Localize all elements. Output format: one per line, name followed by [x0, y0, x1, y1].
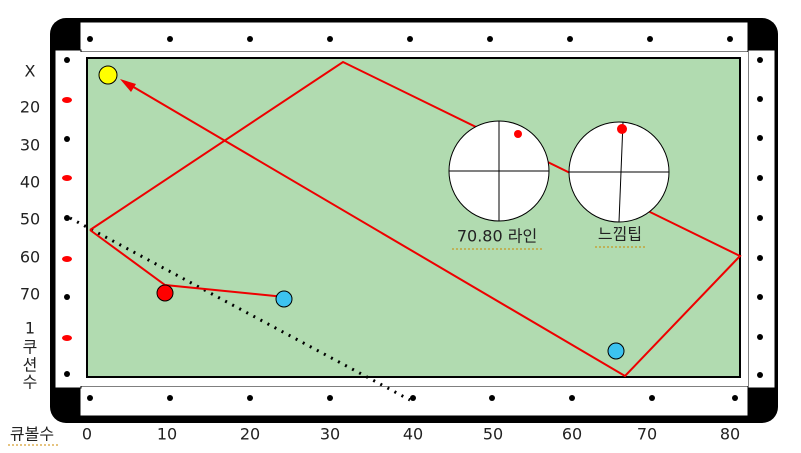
- diamond: [732, 395, 738, 401]
- diamond: [87, 36, 93, 42]
- diamond: [727, 36, 733, 42]
- cloth: [86, 57, 741, 378]
- diamond: [757, 372, 763, 378]
- bottom-label: 60: [562, 425, 582, 444]
- ball-path: [89, 60, 742, 378]
- diamond: [757, 175, 763, 181]
- red-ball: [156, 284, 174, 302]
- caption: 70.80 라인: [457, 227, 537, 246]
- left-label: 50: [20, 210, 40, 229]
- diamond: [410, 395, 416, 401]
- yellow-ball: [98, 65, 118, 85]
- diamond: [62, 175, 72, 181]
- diamond: [757, 255, 763, 261]
- left-label: 쿠: [23, 338, 38, 357]
- bottom-label: 30: [320, 425, 340, 444]
- diamond: [407, 36, 413, 42]
- left-label: 1: [25, 319, 35, 338]
- diamond: [247, 36, 253, 42]
- diamond: [647, 36, 653, 42]
- diamond: [757, 334, 763, 340]
- diamond: [167, 36, 173, 42]
- diamond: [567, 36, 573, 42]
- top-rail: [79, 21, 749, 53]
- arrow-head: [120, 79, 136, 92]
- diamond: [757, 135, 763, 141]
- diamond: [64, 215, 70, 221]
- left-label: 60: [20, 248, 40, 267]
- bottom-label: 50: [483, 425, 503, 444]
- diamond: [487, 36, 493, 42]
- bottom-rail: [79, 385, 749, 417]
- diamond: [64, 294, 70, 300]
- diamond: [489, 395, 495, 401]
- cue-line: [69, 216, 411, 402]
- left-label: 30: [20, 136, 40, 155]
- diamonds: [62, 36, 763, 401]
- diamond: [62, 97, 72, 103]
- diamond: [167, 395, 173, 401]
- diamond: [62, 335, 72, 341]
- diamond: [247, 395, 253, 401]
- diamond: [327, 36, 333, 42]
- diamond: [64, 371, 70, 377]
- left-label: X: [25, 62, 36, 81]
- diamond: [87, 395, 93, 401]
- diamond: [64, 136, 70, 142]
- diamond: [569, 395, 575, 401]
- bottom-label: 20: [240, 425, 260, 444]
- bottom-label: 큐볼수: [10, 425, 54, 444]
- diamond: [327, 395, 333, 401]
- bottom-label: 0: [82, 425, 92, 444]
- tip-point: [514, 130, 522, 138]
- diamond: [757, 215, 763, 221]
- diamond: [757, 294, 763, 300]
- diamond: [757, 96, 763, 102]
- tip-point: [617, 124, 627, 134]
- cross: [618, 121, 624, 223]
- left-label: 70: [20, 285, 40, 304]
- bottom-label: 80: [720, 425, 740, 444]
- bottom-label: 40: [403, 425, 423, 444]
- left-label: 수: [23, 373, 38, 392]
- diamond: [757, 57, 763, 63]
- bottom-label: 10: [157, 425, 177, 444]
- left-label: 20: [20, 98, 40, 117]
- blue-ball: [607, 342, 625, 360]
- bottom-label: 70: [637, 425, 657, 444]
- left-label: 40: [20, 173, 40, 192]
- diamond: [62, 256, 72, 262]
- blue-ball: [275, 290, 293, 308]
- caption: 느낌팁: [598, 225, 642, 244]
- left-label: 션: [23, 356, 38, 375]
- diamond: [649, 395, 655, 401]
- left-rail: [54, 49, 82, 389]
- diamond: [64, 57, 70, 63]
